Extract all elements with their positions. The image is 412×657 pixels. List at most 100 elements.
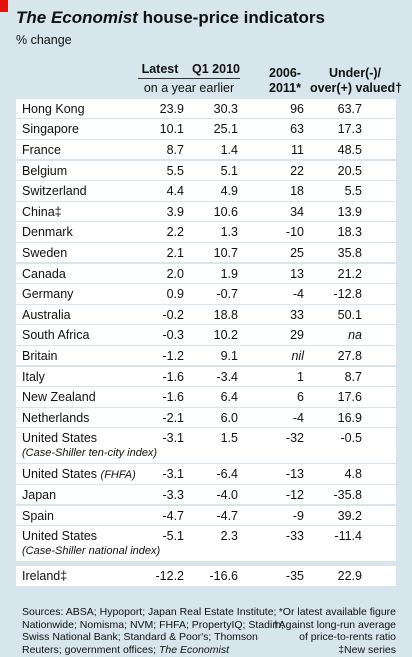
cell-value: 18.3 [337,225,362,240]
country: Ireland‡ [22,569,68,584]
source-line: Nationwide; Nomisma; NVM; FHFA; Property… [22,618,284,631]
cell-value: 10.2 [213,328,238,343]
cell-value: 18 [290,184,304,199]
note-line: †Against long-run average [272,618,396,631]
cell-value: 18.8 [213,307,238,322]
cell-value: 4.9 [220,184,238,199]
cell-value: 5.1 [220,163,238,178]
country: France [22,142,61,157]
row-label: Belgium [22,164,67,178]
cell-value: -4 [292,287,304,302]
country: United States [22,529,98,544]
cell-value: nil [291,348,304,363]
cell-value: 30.3 [213,101,238,116]
cell-value: 2.3 [220,529,238,544]
title: The Economist house-price indicators [16,8,325,28]
cell-value: 0.9 [166,287,184,302]
cell-value: 1.5 [220,431,238,446]
country: Japan [22,487,57,502]
cell-value: 13 [290,266,304,281]
country: Denmark [22,225,73,240]
cell-value: 20.5 [337,163,362,178]
cell-value: 4.4 [166,184,184,199]
cell-value: -6.4 [216,467,238,482]
cell-value: 34 [290,204,304,219]
country: Spain [22,508,54,523]
row-label: New Zealand [22,390,96,404]
cell-value: 17.3 [337,122,362,137]
cell-value: -4.7 [216,508,238,523]
cell-value: -9 [292,508,304,523]
cell-value: -1.6 [162,369,184,384]
cell-value: -4.7 [162,508,184,523]
country: New Zealand [22,390,96,405]
row-label: Britain [22,349,57,363]
red-tab [0,0,8,12]
cell-value: 4.8 [344,467,362,482]
row-note: (Case-Shiller ten-city index) [22,447,158,460]
cell-value: 3.9 [166,204,184,219]
country: United States [22,467,98,482]
row-label: China‡ [22,205,62,219]
cell-value: -33 [285,529,304,544]
row-label: Italy [22,370,45,384]
cell-value: -4 [292,410,304,425]
row-note: (Case-Shiller national index) [22,545,161,558]
header-rule [138,78,240,79]
cell-value: -0.5 [340,431,362,446]
row-label: United States (FHFA) [22,467,136,481]
row-label: Hong Kong [22,102,85,116]
cell-value: 11 [291,142,304,157]
cell-value: -10 [285,225,304,240]
row-label: United States [22,529,97,543]
cell-value: 5.5 [344,184,362,199]
cell-value: na [348,328,362,343]
country: China‡ [22,204,62,219]
row-label: France [22,143,61,157]
cell-value: 63.7 [337,101,362,116]
note-line: ‡New series [338,643,396,656]
country: Sweden [22,245,68,260]
subtitle: % change [16,33,72,47]
cell-value: 5.5 [166,163,184,178]
cell-value: -0.7 [216,287,238,302]
cell-value: 8.7 [166,142,184,157]
table-row: Ireland‡ -12.2 -16.6 -35 22.9 [16,566,396,586]
cell-value: -2.1 [162,410,184,425]
row-label: Singapore [22,122,79,136]
country: Netherlands [22,410,90,425]
table-row: Australia -0.2 18.8 33 50.1 [16,304,396,325]
cell-value: 6.0 [220,410,238,425]
col-subheader: on a year earlier [143,81,235,95]
source-line: Swiss National Bank; Standard & Poor's; … [22,631,258,644]
col-header: 2006- [269,66,301,80]
cell-value: 25 [290,245,304,260]
cell-value: 10.1 [159,122,184,137]
cell-value: 10.7 [213,245,238,260]
table-row: Switzerland 4.4 4.9 18 5.5 [16,181,396,201]
country: Switzerland [22,184,87,199]
table-row: Italy -1.6 -3.4 1 8.7 [16,366,396,387]
cell-value: 8.7 [344,369,362,384]
cell-value: 21.2 [337,266,362,281]
table-row: United States (Case-Shiller ten-city inde… [16,428,396,464]
cell-value: 25.1 [213,122,238,137]
cell-value: 13.9 [337,204,362,219]
table-row: Sweden 2.1 10.7 25 35.8 [16,242,396,263]
cell-value: -12.2 [155,569,185,584]
cell-value: -35.8 [333,487,363,502]
cell-value: -3.3 [162,487,184,502]
cell-value: -32 [285,431,304,446]
cell-value: 33 [290,307,304,322]
cell-value: 9.1 [220,348,238,363]
country: Singapore [22,122,79,137]
row-label: Spain [22,509,54,523]
cell-value: -0.3 [162,328,184,343]
table-row: Spain -4.7 -4.7 -9 39.2 [16,505,396,526]
cell-value: 2.0 [166,266,184,281]
note-line: of price-to-rents ratio [299,631,396,644]
row-label: South Africa [22,328,89,342]
cell-value: -13 [285,467,304,482]
cell-value: 29 [290,328,304,343]
